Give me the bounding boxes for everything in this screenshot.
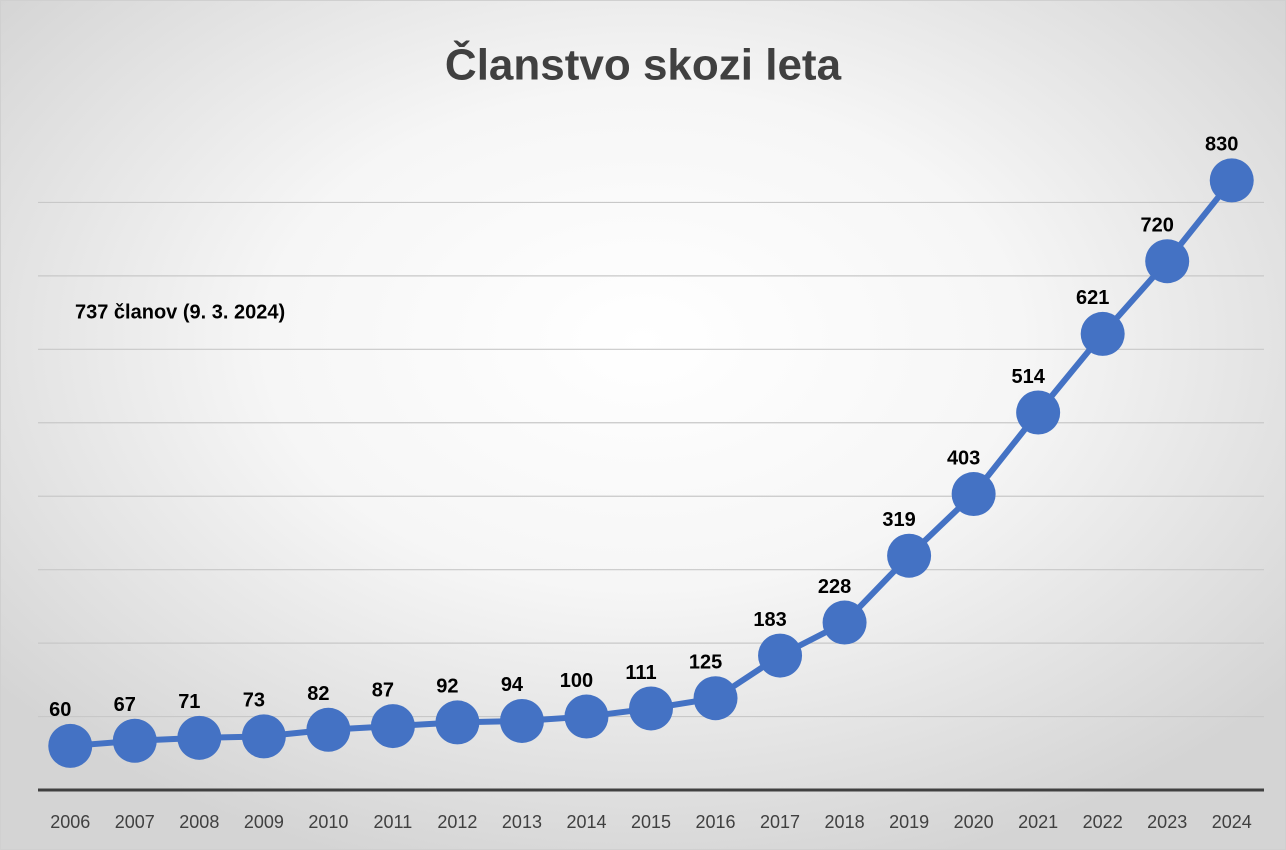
x-tick-label: 2021 — [1018, 812, 1058, 832]
x-tick-label: 2020 — [954, 812, 994, 832]
point — [370, 704, 415, 749]
data-label: 183 — [753, 609, 786, 631]
x-tick-label: 2023 — [1147, 812, 1187, 832]
point — [1080, 311, 1125, 356]
x-tick-label: 2008 — [179, 812, 219, 832]
data-label: 94 — [501, 674, 524, 696]
annotation: 737 članov (9. 3. 2024) — [75, 301, 285, 323]
x-tick-label: 2024 — [1212, 812, 1252, 832]
data-label: 111 — [625, 662, 656, 684]
x-tick-label: 2019 — [889, 812, 929, 832]
x-tick-label: 2013 — [502, 812, 542, 832]
point — [177, 715, 222, 760]
point — [499, 698, 544, 743]
data-label: 92 — [436, 676, 458, 698]
data-label: 82 — [307, 683, 329, 705]
data-label: 228 — [818, 576, 851, 598]
data-label: 87 — [372, 679, 394, 701]
point — [1209, 158, 1254, 203]
x-tick-label: 2011 — [374, 812, 413, 832]
data-label: 125 — [689, 651, 722, 673]
x-tick-label: 2015 — [631, 812, 671, 832]
data-label: 100 — [560, 670, 593, 692]
x-tick-label: 2014 — [566, 812, 606, 832]
chart-title: Članstvo skozi leta — [445, 39, 842, 90]
x-tick-label: 2009 — [244, 812, 284, 832]
point — [693, 676, 738, 721]
point — [112, 718, 157, 763]
point — [564, 694, 609, 739]
data-label: 720 — [1141, 214, 1174, 236]
data-label: 73 — [243, 690, 265, 712]
point — [887, 533, 932, 578]
point — [1145, 239, 1190, 284]
data-label: 830 — [1205, 134, 1238, 156]
point — [758, 633, 803, 678]
point — [822, 600, 867, 645]
x-tick-label: 2016 — [696, 812, 736, 832]
data-label: 319 — [882, 509, 915, 531]
data-label: 67 — [114, 694, 136, 716]
data-label: 403 — [947, 447, 980, 469]
data-label: 60 — [49, 699, 71, 721]
point — [1016, 390, 1061, 435]
x-tick-label: 2022 — [1083, 812, 1123, 832]
x-tick-label: 2006 — [50, 812, 90, 832]
point — [951, 472, 996, 517]
x-tick-label: 2012 — [437, 812, 477, 832]
x-tick-label: 2007 — [115, 812, 155, 832]
point — [48, 723, 93, 768]
point — [306, 707, 351, 752]
data-label: 514 — [1011, 366, 1045, 388]
x-tick-label: 2010 — [308, 812, 348, 832]
data-label: 71 — [178, 691, 200, 713]
point — [435, 700, 480, 745]
point — [241, 714, 286, 759]
point — [629, 686, 673, 731]
data-label: 621 — [1076, 287, 1109, 309]
x-tick-label: 2018 — [825, 812, 865, 832]
x-tick-label: 2017 — [760, 812, 800, 832]
